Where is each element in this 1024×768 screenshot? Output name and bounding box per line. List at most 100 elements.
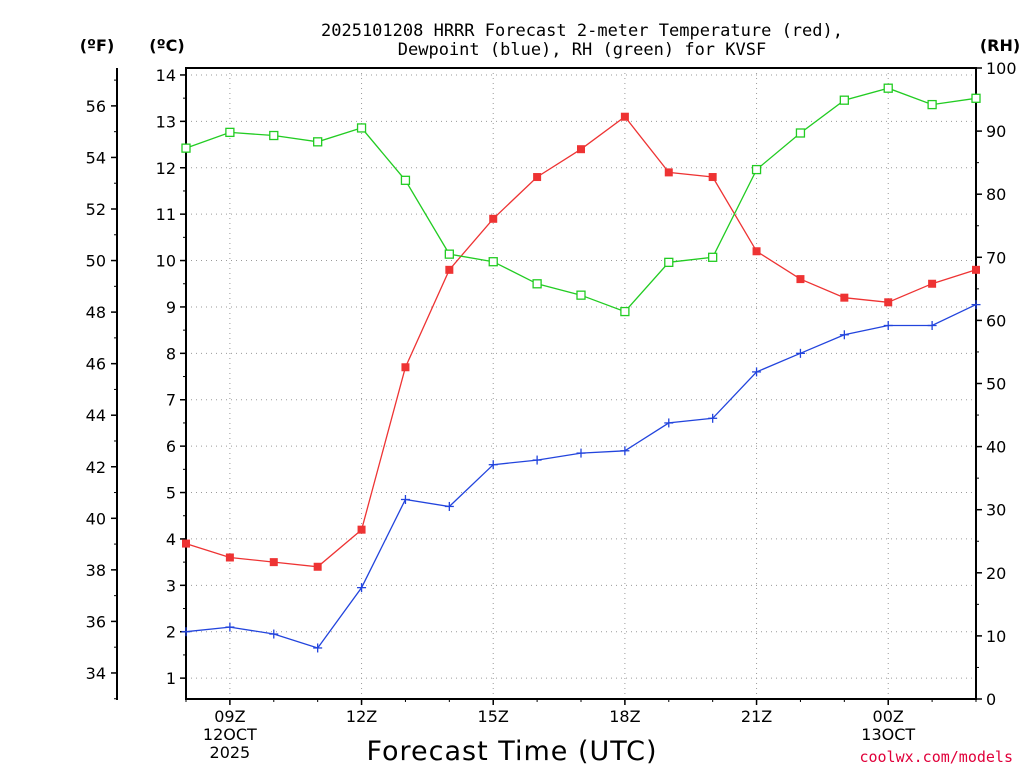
fahrenheit-tick-label: 34 xyxy=(86,664,106,683)
temperature-point xyxy=(269,558,278,567)
temperature-line xyxy=(185,115,977,568)
credit-text: coolwx.com/models xyxy=(859,748,1013,766)
rh-tick-label: 100 xyxy=(986,59,1017,78)
temperature-point xyxy=(489,214,498,223)
fahrenheit-tick-label: 36 xyxy=(86,612,106,631)
celsius-tick-label: 11 xyxy=(156,205,176,224)
rh-point xyxy=(225,127,235,138)
temperature-point xyxy=(840,293,849,302)
data-series xyxy=(181,83,981,653)
rh-point xyxy=(444,249,454,259)
rh-tick-label: 40 xyxy=(986,438,1006,457)
dewpoint-point xyxy=(708,413,718,423)
celsius-tick-label: 10 xyxy=(156,252,176,271)
temperature-point xyxy=(445,265,454,274)
temperature-point xyxy=(313,562,322,571)
fahrenheit-tick-label: 50 xyxy=(86,252,106,271)
rh-point xyxy=(488,257,498,267)
rh-point xyxy=(971,93,981,103)
celsius-tick-label: 3 xyxy=(166,576,176,595)
temperature-point xyxy=(577,145,585,154)
rh-point xyxy=(400,175,411,185)
temperature-point xyxy=(620,112,629,121)
grid-lines xyxy=(186,68,976,699)
dewpoint-point xyxy=(444,501,454,511)
rh-point xyxy=(839,95,849,105)
celsius-tick-label: 13 xyxy=(156,112,176,131)
dewpoint-point xyxy=(488,460,498,470)
x-tick-label: 15Z xyxy=(478,707,509,726)
dewpoint-point xyxy=(576,448,586,458)
rh-point xyxy=(927,99,937,110)
rh-tick-label: 80 xyxy=(986,185,1006,204)
celsius-tick-label: 8 xyxy=(166,344,176,363)
dewpoint-point xyxy=(752,367,762,377)
temperature-point xyxy=(796,275,805,284)
x-tick-label: 00Z 13OCT xyxy=(861,707,915,744)
dewpoint-point xyxy=(927,321,937,331)
rh-point xyxy=(532,279,542,289)
fahrenheit-tick-label: 52 xyxy=(86,200,106,219)
celsius-tick-label: 14 xyxy=(156,66,176,85)
celsius-tick-label: 12 xyxy=(156,159,176,178)
dewpoint-point xyxy=(532,455,542,465)
celsius-tick-label: 7 xyxy=(166,391,176,410)
celsius-tick-label: 5 xyxy=(166,484,176,503)
fahrenheit-tick-label: 40 xyxy=(86,509,106,528)
dewpoint-point xyxy=(971,300,981,310)
rh-tick-label: 0 xyxy=(986,690,996,709)
celsius-tick-label: 2 xyxy=(166,623,176,642)
dewpoint-line xyxy=(185,304,977,649)
x-axis-title: Forecast Time (UTC) xyxy=(366,736,657,767)
rh-point xyxy=(181,143,191,153)
x-tick-label: 18Z xyxy=(609,707,640,726)
temperature-point xyxy=(972,265,980,274)
fahrenheit-tick-label: 38 xyxy=(86,561,106,580)
temperature-point xyxy=(708,173,717,182)
temperature-point xyxy=(182,539,190,548)
chart-title-line-2: Dewpoint (blue), RH (green) for KVSF xyxy=(398,40,766,60)
fahrenheit-tick-label: 54 xyxy=(86,148,106,167)
celsius-tick-label: 9 xyxy=(166,298,176,317)
dewpoint-point xyxy=(839,330,849,340)
dewpoint-point xyxy=(269,629,279,639)
temperature-point xyxy=(401,363,410,372)
dewpoint-point xyxy=(795,348,805,358)
fahrenheit-tick-label: 46 xyxy=(86,355,106,374)
fahrenheit-tick-label: 44 xyxy=(86,406,106,425)
fahrenheit-tick-label: 42 xyxy=(86,458,106,477)
chart-title-line-1: 2025101208 HRRR Forecast 2-meter Tempera… xyxy=(321,21,843,41)
temperature-point xyxy=(225,553,234,562)
fahrenheit-tick-label: 56 xyxy=(86,97,106,116)
dewpoint-point xyxy=(400,494,410,504)
x-tick-label: 12Z xyxy=(346,707,377,726)
rh-axis-label: (RH) xyxy=(980,36,1020,55)
rh-point xyxy=(708,252,718,262)
celsius-tick-label: 4 xyxy=(166,530,176,549)
fahrenheit-axis-label: (ºF) xyxy=(80,36,115,55)
dewpoint-point xyxy=(357,583,367,593)
rh-point xyxy=(313,137,323,147)
temperature-point xyxy=(928,279,937,288)
rh-point xyxy=(620,306,630,317)
rh-tick-label: 90 xyxy=(986,122,1006,141)
rh-point xyxy=(795,128,806,138)
temperature-point xyxy=(533,173,542,182)
celsius-axis-label: (ºC) xyxy=(149,36,184,55)
rh-point xyxy=(576,290,586,300)
dewpoint-point xyxy=(620,446,630,456)
rh-tick-label: 50 xyxy=(986,375,1006,394)
dewpoint-point xyxy=(225,622,235,632)
dewpoint-point xyxy=(181,627,191,637)
plot-frame xyxy=(185,67,977,700)
temperature-point xyxy=(664,168,673,177)
celsius-tick-label: 1 xyxy=(166,669,176,688)
dewpoint-point xyxy=(883,321,893,331)
rh-point xyxy=(356,123,367,133)
temperature-point xyxy=(752,247,761,256)
rh-point xyxy=(751,164,762,175)
celsius-tick-label: 6 xyxy=(166,437,176,456)
rh-point xyxy=(269,130,279,141)
